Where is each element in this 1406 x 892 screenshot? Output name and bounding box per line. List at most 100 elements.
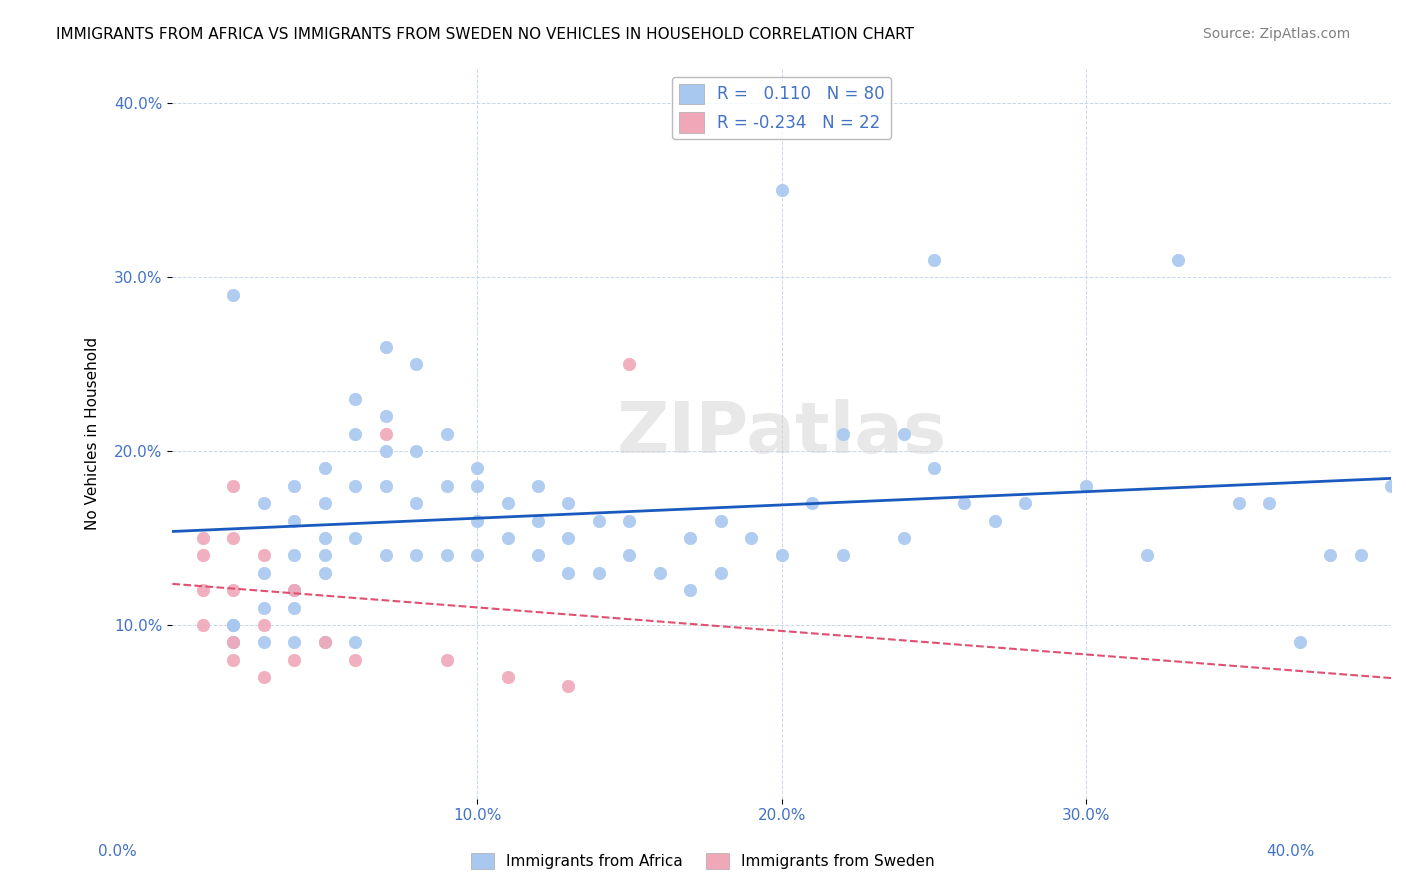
Point	[1379, 479, 1402, 493]
Point	[222, 531, 245, 545]
Point	[465, 479, 488, 493]
Y-axis label: No Vehicles in Household: No Vehicles in Household	[86, 337, 100, 530]
Point	[1167, 252, 1189, 267]
Point	[344, 653, 367, 667]
Point	[253, 600, 276, 615]
Point	[557, 679, 579, 693]
Point	[314, 461, 336, 475]
Point	[953, 496, 976, 510]
Point	[465, 514, 488, 528]
Point	[619, 357, 641, 371]
Point	[283, 583, 305, 598]
Point	[1258, 496, 1281, 510]
Point	[557, 531, 579, 545]
Point	[1014, 496, 1036, 510]
Point	[557, 566, 579, 580]
Point	[405, 496, 427, 510]
Point	[344, 426, 367, 441]
Point	[314, 635, 336, 649]
Point	[588, 514, 610, 528]
Point	[496, 531, 519, 545]
Point	[436, 549, 458, 563]
Point	[922, 461, 945, 475]
Point	[405, 357, 427, 371]
Point	[222, 479, 245, 493]
Point	[831, 426, 853, 441]
Text: 0.0%: 0.0%	[98, 845, 138, 859]
Point	[679, 583, 702, 598]
Point	[253, 670, 276, 684]
Point	[984, 514, 1007, 528]
Point	[283, 635, 305, 649]
Point	[527, 479, 550, 493]
Point	[893, 426, 915, 441]
Point	[374, 444, 396, 458]
Point	[436, 426, 458, 441]
Point	[710, 566, 733, 580]
Point	[222, 653, 245, 667]
Point	[191, 531, 214, 545]
Point	[619, 514, 641, 528]
Point	[253, 566, 276, 580]
Point	[527, 514, 550, 528]
Point	[1350, 549, 1372, 563]
Point	[1076, 479, 1098, 493]
Point	[922, 252, 945, 267]
Point	[405, 444, 427, 458]
Point	[222, 635, 245, 649]
Point	[374, 340, 396, 354]
Point	[374, 426, 396, 441]
Point	[222, 583, 245, 598]
Point	[740, 531, 762, 545]
Point	[191, 583, 214, 598]
Point	[770, 183, 793, 197]
Point	[283, 600, 305, 615]
Point	[222, 618, 245, 632]
Point	[831, 549, 853, 563]
Point	[1227, 496, 1250, 510]
Point	[465, 461, 488, 475]
Point	[405, 549, 427, 563]
Point	[344, 635, 367, 649]
Point	[588, 566, 610, 580]
Point	[648, 566, 671, 580]
Point	[344, 392, 367, 406]
Point	[374, 479, 396, 493]
Point	[465, 549, 488, 563]
Point	[557, 496, 579, 510]
Point	[314, 496, 336, 510]
Point	[283, 479, 305, 493]
Point	[253, 496, 276, 510]
Point	[222, 287, 245, 301]
Point	[770, 549, 793, 563]
Point	[253, 618, 276, 632]
Point	[527, 549, 550, 563]
Legend: Immigrants from Africa, Immigrants from Sweden: Immigrants from Africa, Immigrants from …	[465, 847, 941, 875]
Text: ZIPatlas: ZIPatlas	[617, 399, 946, 468]
Point	[1319, 549, 1341, 563]
Point	[253, 635, 276, 649]
Point	[374, 549, 396, 563]
Point	[344, 479, 367, 493]
Text: Source: ZipAtlas.com: Source: ZipAtlas.com	[1202, 27, 1350, 41]
Point	[710, 514, 733, 528]
Point	[222, 618, 245, 632]
Point	[893, 531, 915, 545]
Point	[436, 479, 458, 493]
Point	[1288, 635, 1310, 649]
Point	[344, 531, 367, 545]
Point	[801, 496, 824, 510]
Point	[314, 549, 336, 563]
Point	[436, 653, 458, 667]
Point	[314, 635, 336, 649]
Point	[283, 549, 305, 563]
Point	[314, 531, 336, 545]
Point	[283, 583, 305, 598]
Point	[619, 549, 641, 563]
Point	[253, 549, 276, 563]
Point	[222, 635, 245, 649]
Text: 40.0%: 40.0%	[1267, 845, 1315, 859]
Point	[191, 549, 214, 563]
Point	[496, 670, 519, 684]
Point	[283, 653, 305, 667]
